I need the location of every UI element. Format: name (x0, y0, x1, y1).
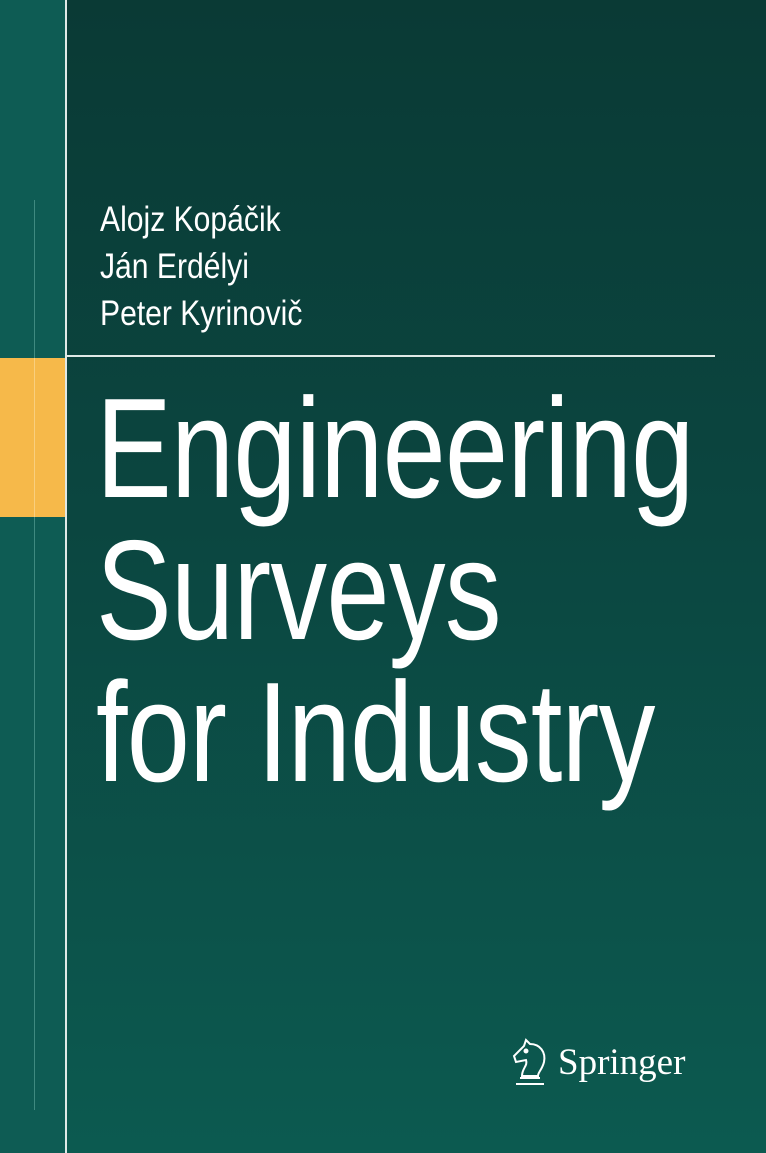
book-title: Engineering Surveys for Industry (96, 378, 694, 804)
authors: Alojz Kopáčik Ján Erdélyi Peter Kyrinovi… (100, 196, 302, 337)
author: Ján Erdélyi (100, 247, 249, 286)
left-strip (0, 0, 65, 1153)
title-line: Engineering (96, 369, 694, 528)
knight-chess-piece-icon (512, 1038, 546, 1085)
publisher-name: Springer (558, 1041, 686, 1083)
vertical-rule (65, 0, 67, 1153)
author: Peter Kyrinovič (100, 294, 303, 333)
publisher-logo: Springer (510, 1038, 685, 1086)
horizontal-rule (65, 355, 715, 357)
accent-divider (34, 358, 35, 517)
title-line: Surveys (96, 511, 502, 670)
author: Alojz Kopáčik (100, 200, 281, 239)
strip-divider (34, 200, 35, 1110)
title-line: for Industry (96, 653, 655, 812)
accent-block (0, 358, 65, 517)
